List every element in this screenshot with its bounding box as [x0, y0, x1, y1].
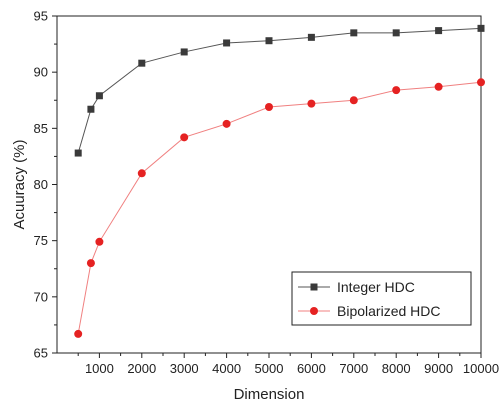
data-point: [307, 33, 315, 41]
data-point: [95, 92, 103, 100]
data-point: [307, 99, 316, 108]
legend-label: Integer HDC: [337, 279, 415, 295]
data-point: [180, 48, 188, 56]
legend-marker: [310, 283, 318, 291]
y-axis-title: Acuuracy (%): [11, 139, 28, 229]
y-tick-label: 80: [34, 177, 48, 192]
legend-label: Bipolarized HDC: [337, 303, 440, 319]
y-tick-label: 75: [34, 233, 48, 248]
data-point: [95, 237, 104, 246]
x-tick-label: 2000: [127, 361, 156, 376]
data-point: [137, 169, 146, 178]
x-tick-label: 10000: [463, 361, 499, 376]
data-point: [265, 37, 273, 45]
x-tick-label: 7000: [339, 361, 368, 376]
data-point: [87, 105, 95, 113]
legend: Integer HDC Bipolarized HDC: [291, 271, 472, 326]
series-bipolarized-hdc: [74, 78, 485, 338]
data-point: [74, 149, 82, 157]
legend-box: [291, 271, 472, 326]
y-tick-label: 90: [34, 65, 48, 80]
data-point: [86, 259, 95, 268]
data-point: [435, 27, 443, 35]
data-point: [223, 39, 231, 47]
data-point: [138, 59, 146, 67]
y-tick-label: 65: [34, 346, 48, 361]
series-integer-hdc: [74, 24, 485, 157]
data-point: [265, 102, 273, 111]
data-point: [349, 96, 358, 105]
y-tick-label: 95: [34, 9, 48, 24]
data-point: [477, 24, 485, 32]
data-point: [222, 119, 231, 128]
series-layer: [74, 24, 485, 338]
y-tick-label: 85: [34, 121, 48, 136]
data-point: [180, 133, 189, 142]
x-tick-label: 4000: [212, 361, 241, 376]
legend-item: Bipolarized HDC: [298, 303, 440, 319]
x-tick-label: 9000: [424, 361, 453, 376]
data-point: [74, 329, 83, 338]
x-tick-label: 8000: [382, 361, 411, 376]
x-tick-label: 6000: [297, 361, 326, 376]
plot-axes: 1000 2000 3000 4000 5000 6000 7000 8000 9000 1000…: [34, 9, 499, 377]
x-tick-label: 3000: [170, 361, 199, 376]
x-axis-title: Dimension: [234, 386, 305, 403]
data-point: [477, 78, 485, 87]
data-point: [350, 29, 358, 37]
x-tick-label: 1000: [85, 361, 114, 376]
data-point: [434, 82, 443, 91]
y-tick-label: 70: [34, 289, 48, 304]
data-point: [392, 86, 401, 95]
legend-item: Integer HDC: [298, 279, 415, 295]
legend-marker: [310, 307, 318, 315]
series-line: [77, 27, 482, 154]
x-tick-label: 5000: [255, 361, 284, 376]
data-point: [392, 29, 400, 37]
